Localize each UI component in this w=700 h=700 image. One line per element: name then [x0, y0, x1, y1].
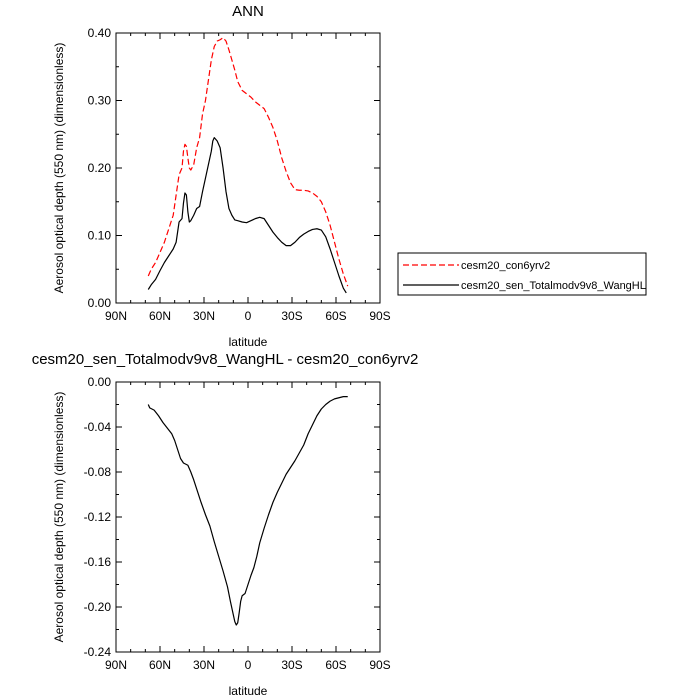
- legend-box: [397, 252, 647, 296]
- top-panel: ANN 90N 60N 30N 0 30S 60S 90S 0.00 0.10 0.20 0.30 0…: [52, 3, 647, 349]
- bottom-y-tick-label: -0.08: [84, 465, 112, 479]
- top-x-tick-label: 0: [245, 309, 252, 323]
- top-x-tick-label: 30S: [281, 309, 302, 323]
- top-series-line-0: [147, 37, 349, 287]
- top-y-tick-label: 0.20: [88, 161, 112, 175]
- top-y-tick-label: 0.30: [88, 94, 112, 108]
- bottom-x-tick-label: 60N: [149, 658, 171, 672]
- bottom-y-tick-label: -0.20: [84, 600, 112, 614]
- top-x-tick-label: 30N: [193, 309, 215, 323]
- top-x-tick-label: 60N: [149, 309, 171, 323]
- bottom-series-line-0: [147, 396, 348, 626]
- bottom-series-lines: [147, 396, 348, 626]
- top-axis-ticks: 90N 60N 30N 0 30S 60S 90S 0.00 0.10 0.20 0.30 0.40: [88, 26, 391, 323]
- legend-label-control: cesm20_con6yrv2: [461, 260, 550, 272]
- bottom-y-tick-label: 0.00: [88, 375, 112, 389]
- top-y-tick-label: 0.40: [88, 26, 112, 40]
- bottom-x-tick-label: 90N: [105, 658, 127, 672]
- bottom-y-tick-label: -0.12: [84, 510, 112, 524]
- bottom-y-tick-label: -0.16: [84, 555, 112, 569]
- legend: cesm20_con6yrv2 cesm20_sen_Totalmodv9v8_…: [397, 252, 647, 296]
- top-x-tick-label: 90S: [369, 309, 390, 323]
- top-series-line-1: [147, 137, 347, 294]
- bottom-x-tick-label: 60S: [325, 658, 346, 672]
- bottom-y-tick-label: -0.24: [84, 645, 112, 659]
- top-x-tick-label: 60S: [325, 309, 346, 323]
- bottom-x-tick-label: 30S: [281, 658, 302, 672]
- bottom-x-tick-label: 30N: [193, 658, 215, 672]
- top-title: ANN: [232, 3, 264, 20]
- top-y-tick-label: 0.00: [88, 296, 112, 310]
- top-x-axis-label: latitude: [229, 335, 268, 349]
- top-series-lines: [147, 37, 349, 294]
- bottom-x-tick-label: 0: [245, 658, 252, 672]
- bottom-title: cesm20_sen_Totalmodv9v8_WangHL - cesm20_…: [32, 351, 419, 368]
- legend-label-sensitivity: cesm20_sen_Totalmodv9v8_WangHL: [461, 280, 646, 292]
- bottom-plot-frame: [115, 381, 381, 653]
- bottom-axis-ticks: 90N 60N 30N 0 30S 60S 90S 0.00 -0.04 -0.08 -0.12 -0…: [84, 375, 391, 672]
- top-y-axis-label: Aerosol optical depth (550 nm) (dimensio…: [52, 43, 66, 294]
- bottom-panel: cesm20_sen_Totalmodv9v8_WangHL - cesm20_…: [32, 351, 419, 698]
- top-y-tick-label: 0.10: [88, 229, 112, 243]
- bottom-x-tick-label: 90S: [369, 658, 390, 672]
- bottom-y-axis-label: Aerosol optical depth (550 nm) (dimensio…: [52, 392, 66, 643]
- bottom-y-tick-label: -0.04: [84, 420, 112, 434]
- top-x-tick-label: 90N: [105, 309, 127, 323]
- bottom-x-axis-label: latitude: [229, 684, 268, 698]
